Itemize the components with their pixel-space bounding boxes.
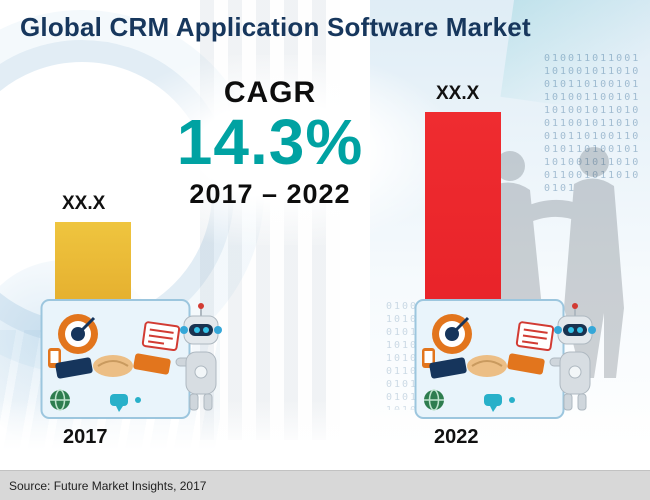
chat-bubble-icon (484, 394, 515, 412)
source-text: Source: Future Market Insights, 2017 (9, 479, 207, 493)
target-icon (432, 314, 472, 354)
bar-value-2017: XX.X (62, 193, 106, 214)
center-highlight (110, 55, 450, 245)
source-bar: Source: Future Market Insights, 2017 (0, 470, 650, 500)
handshake-robot-icon (414, 299, 596, 419)
cagr-block: CAGR 14.3% 2017 – 2022 (150, 76, 390, 210)
bar-value-2022: XX.X (436, 83, 480, 104)
card-icon (141, 321, 181, 352)
binary-code-decor: 0100110110011010010110100101101001011010… (544, 53, 641, 194)
page-title: Global CRM Application Software Market (20, 12, 531, 42)
handshake-robot-icon (40, 299, 222, 419)
cagr-value: 14.3% (176, 106, 364, 178)
year-label-2017: 2017 (63, 426, 108, 448)
cagr-period: 2017 – 2022 (189, 179, 351, 210)
year-label-2022: 2022 (434, 426, 479, 448)
globe-icon (424, 389, 444, 411)
card-icon (515, 321, 555, 352)
handshake-icon (429, 353, 545, 379)
globe-icon (50, 389, 70, 411)
chat-bubble-icon (110, 394, 141, 412)
cagr-label: CAGR (223, 76, 317, 109)
target-icon (58, 314, 98, 354)
handshake-icon (55, 353, 171, 379)
robot-icon (175, 303, 222, 411)
robot-icon (549, 303, 596, 411)
